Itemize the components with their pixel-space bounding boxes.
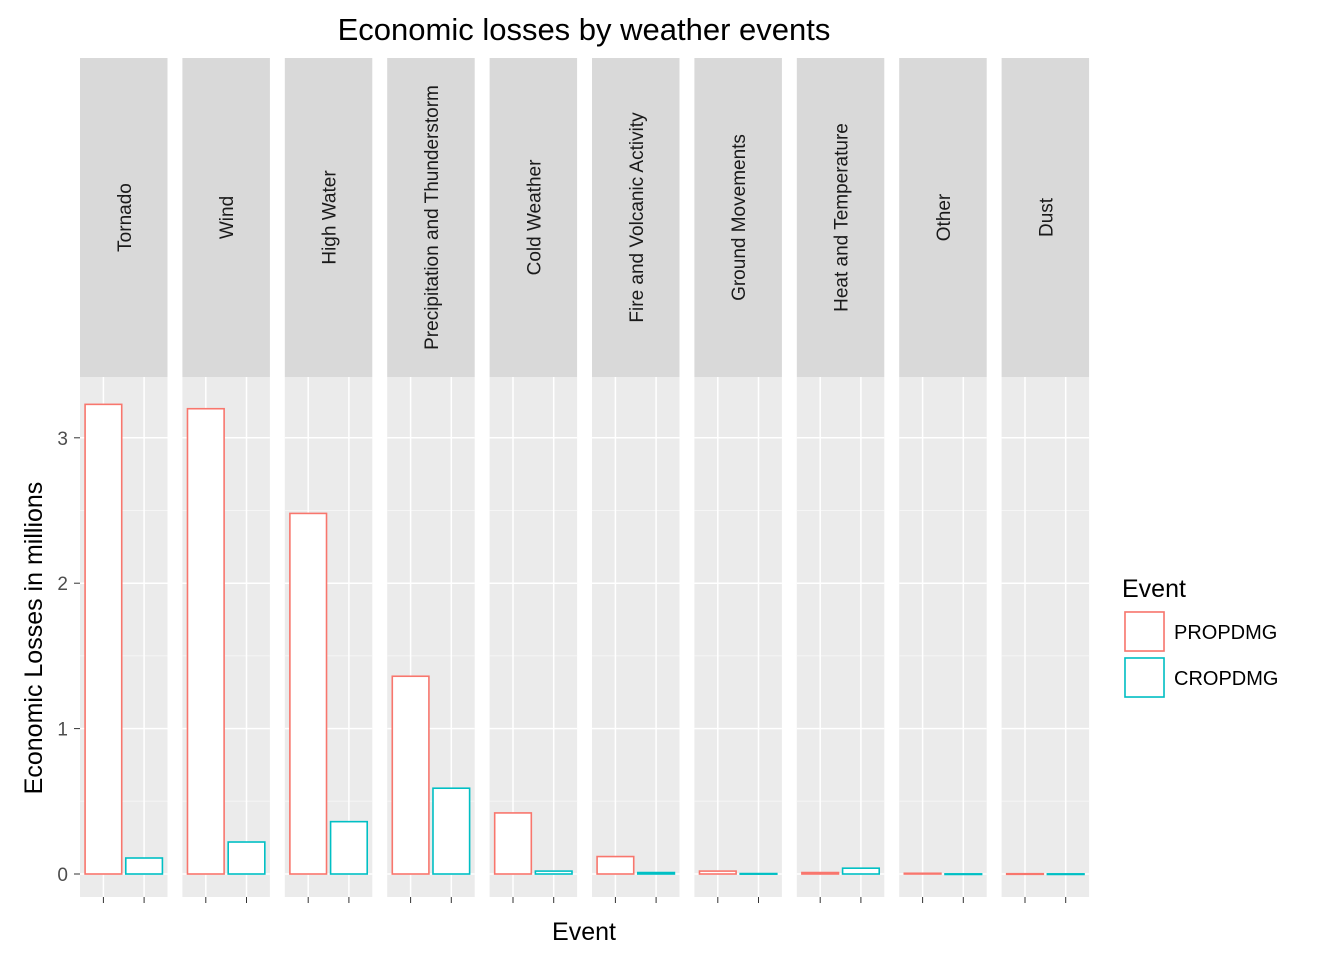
y-tick-label: 0 [57,865,68,886]
bar-propdmg [84,403,123,875]
legend-key-cropdmg [1124,657,1165,698]
legend-title: Event [1122,575,1186,603]
facet-strip [899,58,987,377]
y-axis-title: Economic Losses in millions [20,482,48,795]
bar-propdmg [186,407,225,875]
bar-cropdmg [944,873,983,876]
y-tick-label: 1 [57,720,68,741]
facet-strip-label: Dust [1036,197,1057,237]
facet-panel [796,377,885,897]
facet-panels: Tornado Wind High Water Precipitation and T… [80,58,1090,897]
chart-title: Economic losses by weather events [338,12,831,47]
bar-propdmg [801,871,840,875]
facet-strip [387,58,475,377]
facet-strip [80,58,168,377]
facet-strip [284,58,373,377]
facet-panel [899,377,987,897]
bar-cropdmg [739,872,778,875]
bar-cropdmg [534,870,573,875]
y-tick-label: 2 [57,574,68,595]
y-tick-label: 3 [57,429,68,450]
bar-propdmg [596,855,635,875]
facet-strip-label: Fire and Volcanic Activity [627,112,648,323]
facet-panel [489,377,578,897]
bar-cropdmg [227,841,266,875]
legend-label-cropdmg: CROPDMG [1174,668,1278,690]
facet-panel [1001,377,1090,897]
facet-panel [694,377,782,897]
facet-strip-label: Wind [217,196,238,239]
facet-strip-label: Cold Weather [524,159,545,275]
bar-propdmg [698,870,737,875]
bar-propdmg [1005,872,1045,876]
bar-cropdmg [841,867,881,875]
bar-cropdmg [432,787,471,875]
bar-cropdmg [636,871,676,875]
bar-propdmg [391,675,430,875]
facet-strip [592,58,680,377]
legend-key-propdmg [1124,611,1165,652]
bar-propdmg [903,872,942,875]
facet-strip-label: Heat and Temperature [832,123,853,312]
x-axis-title: Event [552,918,616,946]
bar-propdmg [493,812,533,875]
facet-panel [592,377,680,897]
facet-strip [1001,58,1090,377]
facet-strip-label: High Water [320,170,341,265]
bar-cropdmg [1046,873,1085,876]
facet-strip [489,58,578,377]
bar-propdmg [289,512,328,875]
legend: Event PROPDMG CROPDMG [1122,575,1278,698]
facet-strip-label: Tornado [115,183,136,252]
bar-cropdmg [329,820,369,875]
legend-label-propdmg: PROPDMG [1174,622,1277,644]
facet-strip [796,58,885,377]
bar-cropdmg [124,857,164,875]
facet-strip-label: Ground Movements [729,134,750,301]
facet-strip-label: Precipitation and Thunderstorm [422,85,443,350]
facet-strip [182,58,270,377]
facet-strip [694,58,782,377]
facet-strip-label: Other [934,193,955,241]
